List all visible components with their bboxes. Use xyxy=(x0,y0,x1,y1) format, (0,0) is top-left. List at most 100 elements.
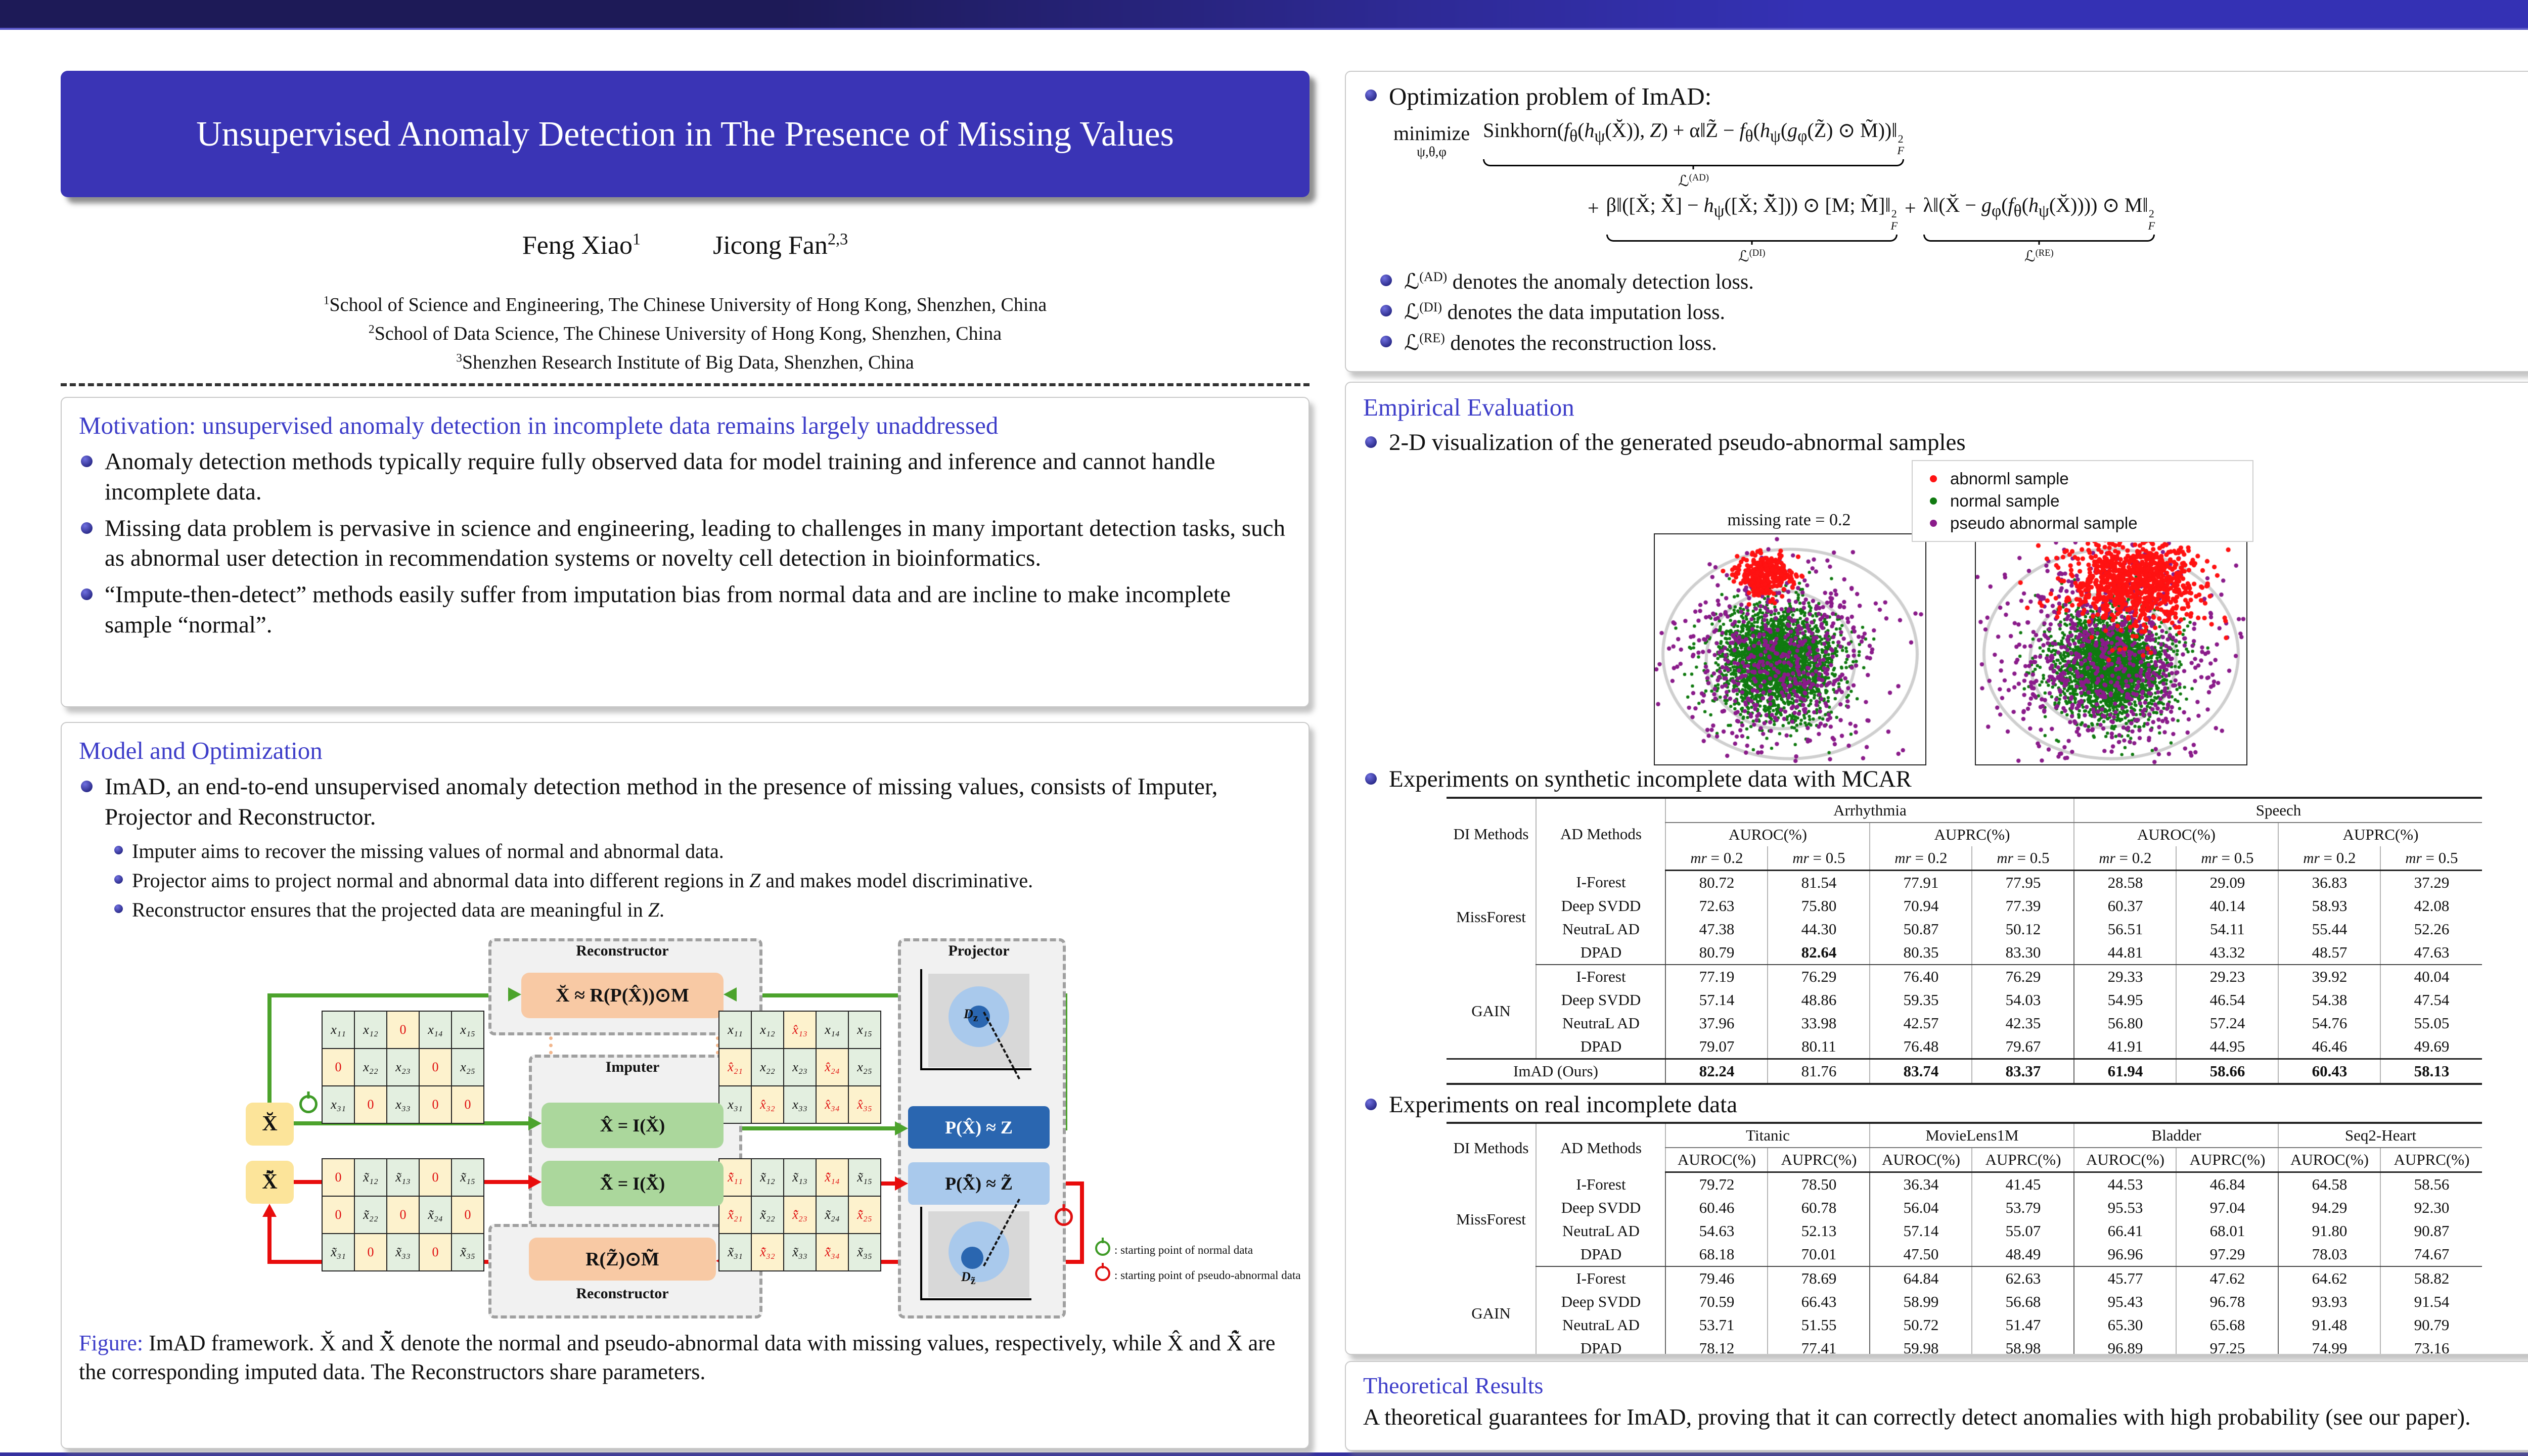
latent-plot-pseudo: Dz̃ xyxy=(913,1204,1045,1312)
optimization-heading-row: Optimization problem of ImAD: xyxy=(1363,81,2528,112)
green-arrow-line xyxy=(724,1126,898,1130)
green-arrowhead xyxy=(724,987,737,1002)
dz-label: Dz xyxy=(964,1006,978,1024)
author-2: Jicong Fan2,3 xyxy=(713,230,848,260)
matrix-pseudo-missing: 0 x̃₁₂ x̃₁₃ 0 x̃₁₅ 0 x̃₂₂ 0 x̃₂₄ 0 x̃₃₁ 0 x̃₃₃ 0 x̃₃₅ xyxy=(322,1158,484,1271)
author-1: Feng Xiao1 xyxy=(522,230,641,260)
bullet-icon xyxy=(81,456,93,468)
red-arrowhead xyxy=(528,1174,541,1189)
red-arrow-line xyxy=(1080,1181,1084,1264)
loss-re-bullet: ℒ(RE) denotes the reconstruction loss. xyxy=(1378,330,2528,357)
projector-formula-normal: P(X̂) ≈ Z xyxy=(908,1106,1050,1149)
figure-legend-pseudo: : starting point of pseudo-abnormal data xyxy=(1095,1265,1301,1282)
red-arrowhead xyxy=(895,1176,908,1191)
matrix-normal-imputed: x₁₁ x₁₂ x̂₁₃ x₁₄ x₁₅ x̂₂₁ x₂₂ x₂₃ x̂₂₄ x₂₅ x₃₁ x̂₃₂… xyxy=(718,1010,881,1124)
affiliation-1: 1School of Science and Engineering, The … xyxy=(323,294,1047,315)
bullet-icon xyxy=(1365,89,1377,101)
model-bullet: ImAD, an end-to-end unsupervised anomaly… xyxy=(79,772,1291,832)
legend-normal: normal sample xyxy=(1921,491,2244,511)
red-arrow-line xyxy=(267,1207,272,1264)
matrix-pseudo-imputed: x̃̂₁₁ x̃₁₂ x̃₁₃ x̃̂₁₄ x̃₁₅ x̃̂₂₁ x̃₂₂ x̃̂₂₃ x̃₂₄… xyxy=(718,1158,881,1271)
reconstructor-bottom-formula: R(Z̃)⊙M̃ xyxy=(529,1237,716,1281)
scatter-plot-mr05 xyxy=(1975,533,2247,765)
figure-legend-normal: : starting point of normal data xyxy=(1095,1240,1253,1257)
scatter-legend: abnorml sample normal sample pseudo abno… xyxy=(1912,460,2253,542)
real-results-table: DI Methods AD Methods Titanic MovieLens1M Bl… xyxy=(1363,1122,2528,1354)
motivation-bullet-3: “Impute-then-detect” methods easily suff… xyxy=(79,580,1291,640)
y-axis xyxy=(920,1206,922,1300)
empirical-heading: Empirical Evaluation xyxy=(1363,393,1574,421)
bottom-footer-line xyxy=(0,1452,2528,1456)
bullet-icon xyxy=(1365,772,1377,785)
x-axis xyxy=(920,1068,1031,1070)
x-axis xyxy=(920,1298,1031,1300)
optimization-heading: Optimization problem of ImAD: xyxy=(1389,82,1712,110)
purple-dot-icon xyxy=(1930,519,1937,527)
power-icon-normal xyxy=(299,1095,318,1113)
viz-bullet-row: 2-D visualization of the generated pseud… xyxy=(1363,428,2528,458)
model-heading: Model and Optimization xyxy=(79,737,323,764)
real-bullet: Experiments on real incomplete data xyxy=(1389,1091,1738,1118)
loss-ad-bullet: ℒ(AD) denotes the anomaly detection loss… xyxy=(1378,268,2528,296)
empirical-block: Empirical Evaluation 2-D visualization o… xyxy=(1345,382,2528,1355)
motivation-bullet-2: Missing data problem is pervasive in sci… xyxy=(79,514,1291,574)
bullet-icon xyxy=(114,875,123,884)
affiliations: 1School of Science and Engineering, The … xyxy=(61,291,1310,377)
optimization-block: Optimization problem of ImAD: minimize ψ… xyxy=(1345,71,2528,372)
matrix-normal-missing: x₁₁ x₁₂ 0 x₁₄ x₁₅ 0 x₂₂ x₂₃ 0 x₂₅ x₃₁ 0 x₃₃ 0 0 xyxy=(322,1010,484,1124)
imad-framework-diagram: Reconstructor X̆ ≈ R(P(X̂))⊙M X̆ X̃̆ x₁₁… xyxy=(246,928,1301,1322)
model-sub-1: Imputer aims to recover the missing valu… xyxy=(114,839,1291,864)
figure-caption: Figure: ImAD framework. X̆ and X̃̆ denot… xyxy=(79,1330,1276,1384)
input-pseudo-box: X̃̆ xyxy=(246,1160,294,1204)
power-icon xyxy=(1095,1265,1110,1281)
loss-ad-term: Sinkhorn(fθ(hψ(X̆)), Z) + α‖Z̃ − fθ(hψ(g… xyxy=(1483,119,1904,190)
legend-pseudo: pseudo abnormal sample xyxy=(1921,514,2244,533)
green-arrow-line xyxy=(294,1121,531,1125)
motivation-block: Motivation: unsupervised anomaly detecti… xyxy=(61,397,1310,707)
motivation-bullet-1: Anomaly detection methods typically requ… xyxy=(79,447,1291,507)
scatter-plots-area: abnorml sample normal sample pseudo abno… xyxy=(1363,460,2528,765)
scatter-plot-mr02 xyxy=(1654,533,1926,765)
affiliation-3: 3Shenzhen Research Institute of Big Data… xyxy=(456,351,914,373)
poster-title: Unsupervised Anomaly Detection in The Pr… xyxy=(196,114,1174,154)
green-arrow-line xyxy=(267,995,272,1104)
underbrace xyxy=(1483,159,1904,167)
input-normal-box: X̆ xyxy=(246,1102,294,1146)
poster-title-box: Unsupervised Anomaly Detection in The Pr… xyxy=(61,71,1310,197)
latent-region-inner xyxy=(968,1005,990,1028)
red-arrow-line xyxy=(1050,1181,1084,1186)
latent-plot-normal: Dz xyxy=(913,966,1045,1082)
y-axis xyxy=(920,969,922,1070)
synthetic-bullet: Experiments on synthetic incomplete data… xyxy=(1389,765,1912,792)
loss-di-bullet: ℒ(DI) denotes the data imputation loss. xyxy=(1378,299,2528,327)
imputer-formula-normal: X̂ = I(X̆) xyxy=(541,1102,724,1148)
green-arrowhead xyxy=(508,987,521,1002)
top-header-bar xyxy=(0,0,2528,30)
bullet-icon xyxy=(1380,274,1392,286)
dashed-divider xyxy=(61,383,1310,386)
minimize-operator: minimize ψ,θ,φ xyxy=(1393,122,1470,160)
loss-di-term: β‖([X̆; X̃̆] − hψ([X̆; X̃̆])) ⊙ [M; M̃]‖… xyxy=(1606,194,1898,265)
legend-abnormal: abnorml sample xyxy=(1921,469,2244,488)
reconstructor-top-formula: X̆ ≈ R(P(X̂))⊙M xyxy=(521,972,724,1018)
latent-region-inner xyxy=(961,1246,983,1269)
dz-tilde-label: Dz̃ xyxy=(961,1269,976,1287)
green-arrowhead xyxy=(895,1121,908,1135)
bullet-icon xyxy=(1365,1098,1377,1110)
bullet-icon xyxy=(81,522,93,534)
underbrace xyxy=(1606,234,1898,242)
bullet-icon xyxy=(1380,305,1392,317)
theoretical-text: A theoretical guarantees for ImAD, provi… xyxy=(1363,1403,2471,1430)
green-dot-icon xyxy=(1930,497,1937,505)
authors: Feng Xiao1 Jicong Fan2,3 xyxy=(61,230,1310,260)
model-sub-3: Reconstructor ensures that the projected… xyxy=(114,897,1291,923)
red-dot-icon xyxy=(1930,475,1937,482)
underbrace xyxy=(1923,234,2155,242)
power-icon xyxy=(1095,1240,1110,1256)
synthetic-bullet-row: Experiments on synthetic incomplete data… xyxy=(1363,764,2528,795)
projector-label: Projector xyxy=(948,942,1010,959)
bullet-icon xyxy=(81,781,93,793)
imputer-label: Imputer xyxy=(605,1058,660,1075)
red-arrowhead xyxy=(262,1203,277,1217)
bullet-icon xyxy=(114,845,123,854)
